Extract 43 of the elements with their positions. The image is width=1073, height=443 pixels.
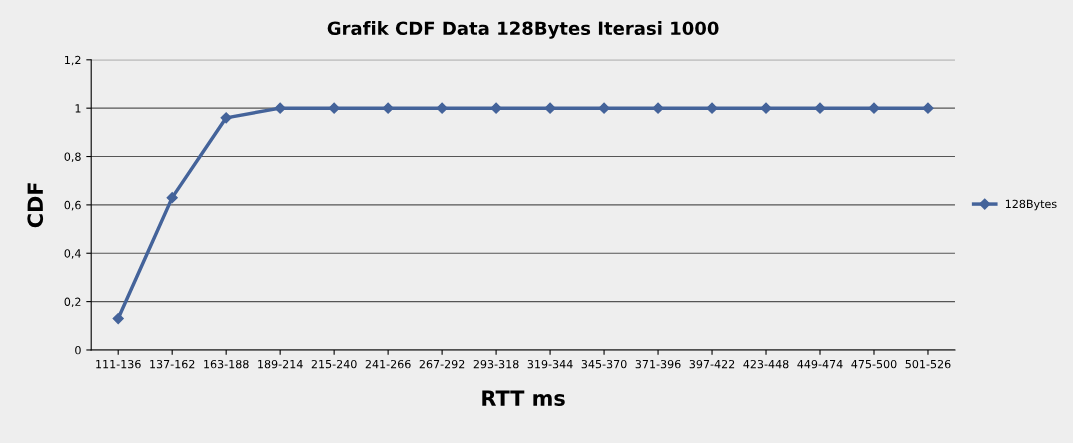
point bbox=[544, 102, 556, 114]
x-tick-label: 449-474 bbox=[797, 359, 843, 369]
x-tick-label: 397-422 bbox=[689, 359, 735, 369]
x-axis-title: RTT ms bbox=[482, 390, 565, 407]
y-tick-label: 1,2 bbox=[65, 55, 81, 66]
point bbox=[112, 312, 124, 325]
point bbox=[652, 102, 664, 114]
point bbox=[382, 102, 394, 114]
x-tick-label: 137-162 bbox=[150, 359, 195, 369]
x-tick-label: 111-136 bbox=[96, 359, 141, 369]
point bbox=[706, 102, 718, 114]
x-tick-label: 241-266 bbox=[365, 359, 411, 369]
y-tick-label: 0 bbox=[75, 345, 81, 355]
point bbox=[868, 102, 880, 114]
x-tick-label: 371-396 bbox=[635, 359, 681, 369]
y-tick-label: 1 bbox=[75, 104, 81, 113]
y-tick-label: 0,8 bbox=[64, 152, 81, 163]
legend-label: 128Bytes bbox=[1005, 199, 1057, 211]
x-tick-label: 215-240 bbox=[311, 359, 357, 369]
point bbox=[490, 102, 502, 114]
point bbox=[274, 102, 286, 114]
point bbox=[166, 192, 178, 204]
y-tick-label: 0,4 bbox=[64, 249, 81, 259]
chart-title: Grafik CDF Data 128Bytes Iterasi 1000 bbox=[327, 21, 719, 39]
point bbox=[598, 102, 610, 114]
y-tick-label: 0,2 bbox=[64, 297, 81, 308]
point bbox=[220, 112, 232, 124]
point bbox=[328, 102, 340, 114]
x-tick-label: 475-500 bbox=[851, 359, 897, 369]
point bbox=[436, 102, 448, 114]
y-tick-label: 0,6 bbox=[64, 200, 81, 211]
point bbox=[814, 102, 826, 114]
x-tick-label: 319-344 bbox=[527, 359, 573, 369]
point bbox=[922, 102, 934, 114]
x-tick-label: 163-188 bbox=[204, 359, 249, 369]
point bbox=[760, 102, 772, 114]
x-tick-label: 345-370 bbox=[581, 359, 627, 369]
x-tick-label: 189-214 bbox=[258, 359, 303, 369]
x-tick-label: 501-526 bbox=[905, 359, 951, 369]
x-tick-label: 267-292 bbox=[419, 359, 465, 369]
x-tick-label: 423-448 bbox=[743, 359, 789, 369]
x-tick-label: 293-318 bbox=[473, 359, 519, 369]
y-axis-title: CDF bbox=[27, 183, 44, 228]
